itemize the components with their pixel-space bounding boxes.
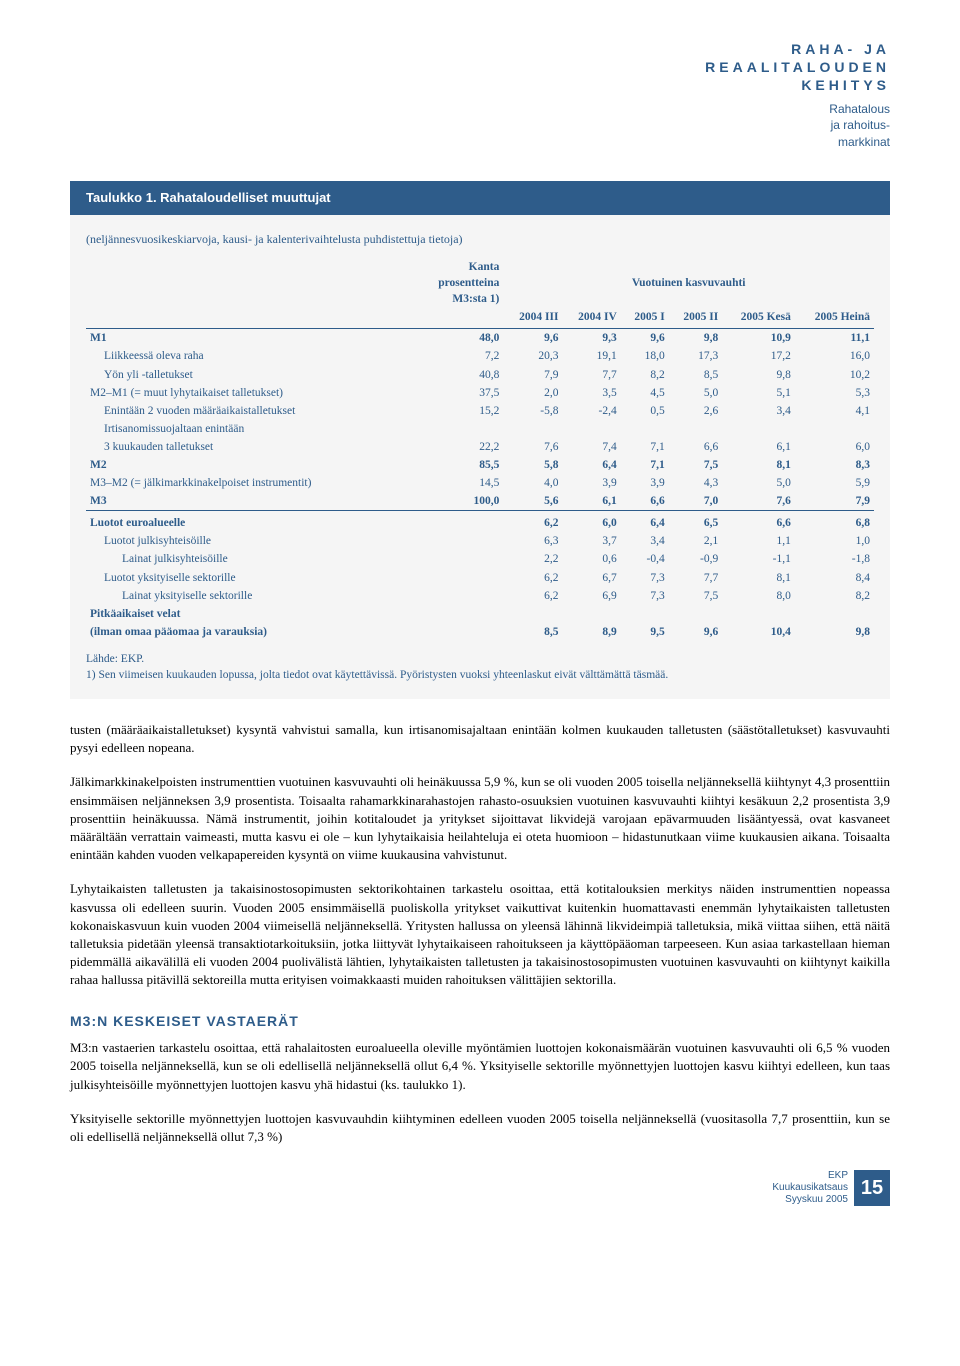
sub-line1: Rahatalous	[829, 102, 890, 116]
table-row: M3100,05,66,16,67,07,67,9	[86, 492, 874, 511]
table-source: Lähde: EKP. 1) Sen viimeisen kuukauden l…	[86, 651, 874, 683]
table-row: (ilman omaa pääomaa ja varauksia)8,58,99…	[86, 623, 874, 641]
table-block: Taulukko 1. Rahataloudelliset muuttujat …	[70, 181, 890, 699]
section-line3: KEHITYS	[801, 77, 890, 93]
heading-vastaerat: M3:N KESKEISET VASTAERÄT	[70, 1012, 890, 1032]
footer-text: EKP Kuukausikatsaus Syyskuu 2005	[772, 1170, 848, 1206]
table-content: (neljännesvuosikeskiarvoja, kausi- ja ka…	[70, 215, 890, 699]
table-row: M3–M2 (= jälkimarkkinakelpoiset instrume…	[86, 474, 874, 492]
paragraph-1: tusten (määräaikaistalletukset) kysyntä …	[70, 721, 890, 757]
table-row: M148,09,69,39,69,810,911,1	[86, 329, 874, 348]
paragraph-4: M3:n vastaerien tarkastelu osoittaa, ett…	[70, 1039, 890, 1094]
table-title: Taulukko 1. Rahataloudelliset muuttujat	[70, 181, 890, 215]
page-number: 15	[854, 1170, 890, 1206]
subsection-title: Rahatalous ja rahoitus- markkinat	[70, 101, 890, 151]
table-row: Irtisanomissuojaltaan enintään	[86, 420, 874, 438]
section-title: RAHA- JA REAALITALOUDEN KEHITYS	[70, 40, 890, 95]
section-line2: REAALITALOUDEN	[705, 59, 890, 75]
col-headers: 2004 III 2004 IV 2005 I 2005 II 2005 Kes…	[86, 308, 874, 329]
table-subtitle: (neljännesvuosikeskiarvoja, kausi- ja ka…	[86, 231, 874, 248]
growth-header: Vuotuinen kasvuvauhti	[503, 258, 874, 308]
table-row: Yön yli -talletukset40,87,97,78,28,59,81…	[86, 366, 874, 384]
table-row: 3 kuukauden talletukset22,27,67,47,16,66…	[86, 438, 874, 456]
paragraph-2: Jälkimarkkinakelpoisten instrumenttien v…	[70, 773, 890, 864]
table-row: Lainat julkisyhteisöille2,20,6-0,4-0,9-1…	[86, 550, 874, 568]
kanta-header: Kanta prosentteina M3:sta 1)	[417, 258, 503, 308]
page-footer: EKP Kuukausikatsaus Syyskuu 2005 15	[70, 1170, 890, 1206]
table-row: Luotot julkisyhteisöille6,33,73,42,11,11…	[86, 532, 874, 550]
table-row: Luotot euroalueelle6,26,06,46,56,66,8	[86, 511, 874, 533]
sub-line2: ja rahoitus-	[831, 118, 890, 132]
table-row: M2–M1 (= muut lyhytaikaiset talletukset)…	[86, 384, 874, 402]
sub-line3: markkinat	[838, 135, 890, 149]
data-table: Kanta prosentteina M3:sta 1) Vuotuinen k…	[86, 258, 874, 641]
table-row: Lainat yksityiselle sektorille6,26,97,37…	[86, 587, 874, 605]
table-row: Liikkeessä oleva raha7,220,319,118,017,3…	[86, 347, 874, 365]
page-header: RAHA- JA REAALITALOUDEN KEHITYS Rahatalo…	[70, 40, 890, 151]
table-row: Luotot yksityiselle sektorille6,26,77,37…	[86, 569, 874, 587]
table-row: M285,55,86,47,17,58,18,3	[86, 456, 874, 474]
table-row: Pitkäaikaiset velat	[86, 605, 874, 623]
paragraph-3: Lyhytaikaisten talletusten ja takaisinos…	[70, 880, 890, 989]
paragraph-5: Yksityiselle sektorille myönnettyjen luo…	[70, 1110, 890, 1146]
section-line1: RAHA- JA	[791, 41, 890, 57]
table-row: Enintään 2 vuoden määräaikaistalletukset…	[86, 402, 874, 420]
